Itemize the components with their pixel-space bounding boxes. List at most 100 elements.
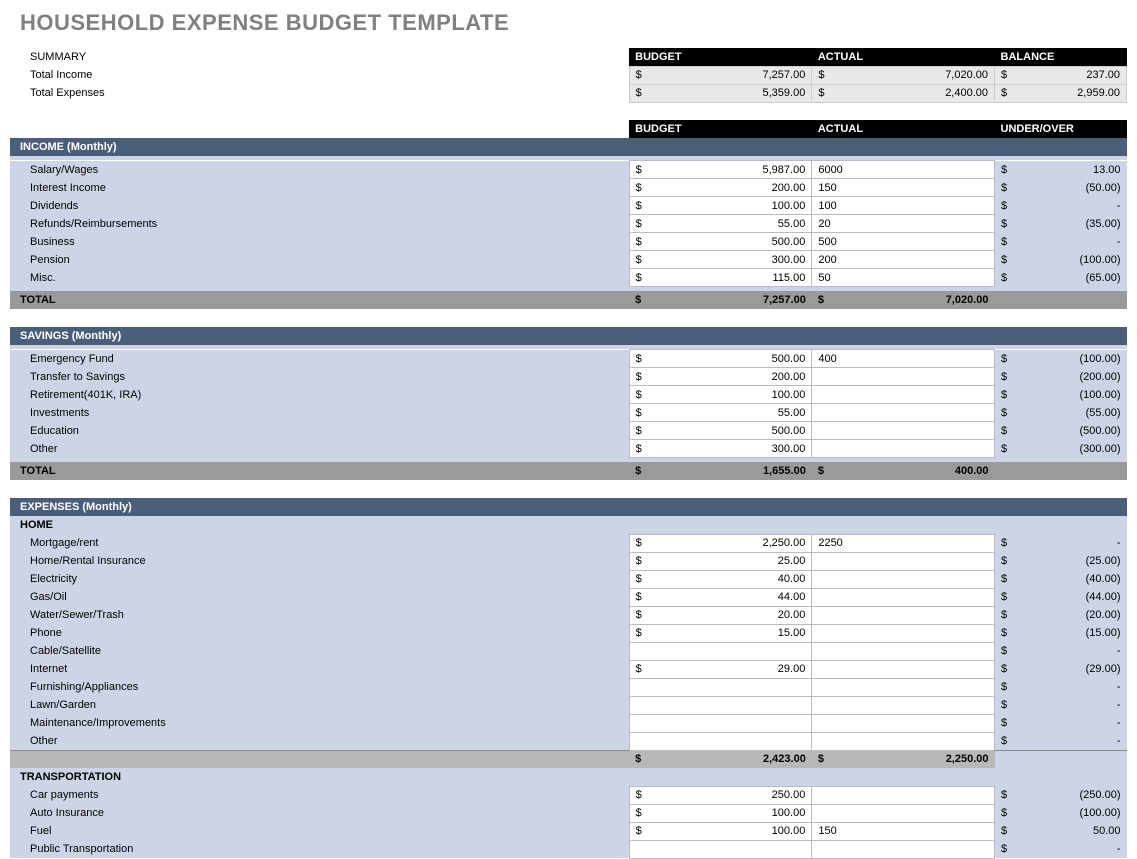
budget-cell[interactable]: $100.00	[629, 822, 812, 840]
budget-cell[interactable]: $2,250.00	[629, 534, 812, 552]
section-header: SAVINGS (Monthly)	[10, 327, 1127, 345]
row-label: Car payments	[10, 786, 629, 804]
underover-cell: $(25.00)	[995, 552, 1127, 570]
section-total-row: TOTAL $7,257.00 $7,020.00	[10, 291, 1127, 309]
actual-cell[interactable]	[812, 660, 995, 678]
actual-cell[interactable]	[812, 642, 995, 660]
budget-cell[interactable]: $200.00	[629, 368, 812, 386]
actual-cell[interactable]: 100	[812, 197, 995, 215]
underover-cell: $(20.00)	[995, 606, 1127, 624]
row-label: Emergency Fund	[10, 350, 629, 368]
actual-cell[interactable]	[812, 404, 995, 422]
summary-actual-cell[interactable]: $7,020.00	[812, 66, 995, 84]
budget-cell[interactable]: $100.00	[629, 197, 812, 215]
row-label: Internet	[10, 660, 629, 678]
underover-cell: $-	[995, 840, 1127, 858]
actual-cell[interactable]: 20	[812, 215, 995, 233]
budget-cell[interactable]: $15.00	[629, 624, 812, 642]
budget-cell[interactable]: $500.00	[629, 422, 812, 440]
actual-cell[interactable]: 400	[812, 350, 995, 368]
budget-cell[interactable]: $40.00	[629, 570, 812, 588]
budget-cell[interactable]: $25.00	[629, 552, 812, 570]
budget-cell[interactable]: $20.00	[629, 606, 812, 624]
budget-cell[interactable]: $250.00	[629, 786, 812, 804]
underover-cell: $(29.00)	[995, 660, 1127, 678]
actual-cell[interactable]	[812, 732, 995, 750]
underover-cell: $-	[995, 642, 1127, 660]
budget-cell[interactable]: $100.00	[629, 386, 812, 404]
budget-cell[interactable]: $500.00	[629, 233, 812, 251]
underover-cell: $-	[995, 696, 1127, 714]
actual-cell[interactable]	[812, 588, 995, 606]
budget-cell[interactable]	[629, 678, 812, 696]
actual-cell[interactable]: 150	[812, 822, 995, 840]
actual-cell[interactable]	[812, 386, 995, 404]
data-row: Education $500.00$(500.00)	[10, 422, 1127, 440]
budget-cell[interactable]: $44.00	[629, 588, 812, 606]
actual-cell[interactable]	[812, 696, 995, 714]
actual-cell[interactable]: 6000	[812, 161, 995, 179]
budget-cell[interactable]: $115.00	[629, 269, 812, 287]
budget-cell[interactable]: $100.00	[629, 804, 812, 822]
budget-cell[interactable]: $200.00	[629, 179, 812, 197]
underover-cell: $13.00	[995, 161, 1127, 179]
actual-cell[interactable]	[812, 368, 995, 386]
actual-cell[interactable]	[812, 606, 995, 624]
data-row: Other $300.00$(300.00)	[10, 440, 1127, 458]
underover-cell: $(40.00)	[995, 570, 1127, 588]
summary-budget-cell[interactable]: $5,359.00	[629, 84, 812, 102]
subsection-header: TRANSPORTATION	[10, 768, 1127, 786]
actual-cell[interactable]: 200	[812, 251, 995, 269]
actual-cell[interactable]: 2250	[812, 534, 995, 552]
summary-budget-cell[interactable]: $7,257.00	[629, 66, 812, 84]
row-label: Investments	[10, 404, 629, 422]
budget-cell[interactable]	[629, 714, 812, 732]
data-row: Misc. $115.0050$(65.00)	[10, 269, 1127, 287]
budget-cell[interactable]: $55.00	[629, 404, 812, 422]
underover-cell: $-	[995, 233, 1127, 251]
data-row: Investments $55.00$(55.00)	[10, 404, 1127, 422]
actual-cell[interactable]	[812, 678, 995, 696]
data-row: Auto Insurance $100.00$(100.00)	[10, 804, 1127, 822]
actual-cell[interactable]	[812, 422, 995, 440]
actual-cell[interactable]	[812, 624, 995, 642]
actual-cell[interactable]: 150	[812, 179, 995, 197]
actual-cell[interactable]	[812, 552, 995, 570]
actual-cell[interactable]	[812, 440, 995, 458]
underover-cell: $-	[995, 534, 1127, 552]
data-row: Electricity $40.00 $(40.00)	[10, 570, 1127, 588]
actual-cell[interactable]	[812, 714, 995, 732]
budget-cell[interactable]	[629, 696, 812, 714]
budget-cell[interactable]	[629, 840, 812, 858]
budget-cell[interactable]: $300.00	[629, 251, 812, 269]
data-row: Lawn/Garden $-	[10, 696, 1127, 714]
actual-cell[interactable]: 500	[812, 233, 995, 251]
actual-cell[interactable]	[812, 570, 995, 588]
budget-cell[interactable]: $55.00	[629, 215, 812, 233]
summary-balance-cell: $2,959.00	[995, 84, 1127, 102]
actual-cell[interactable]	[812, 804, 995, 822]
budget-cell[interactable]: $5,987.00	[629, 161, 812, 179]
actual-cell[interactable]: 50	[812, 269, 995, 287]
row-label: Auto Insurance	[10, 804, 629, 822]
row-label: Water/Sewer/Trash	[10, 606, 629, 624]
budget-cell[interactable]	[629, 642, 812, 660]
underover-cell: $-	[995, 678, 1127, 696]
summary-row-label: Total Income	[10, 66, 629, 84]
row-label: Transfer to Savings	[10, 368, 629, 386]
data-row: Pension $300.00200$(100.00)	[10, 251, 1127, 269]
row-label: Electricity	[10, 570, 629, 588]
actual-cell[interactable]	[812, 786, 995, 804]
budget-cell[interactable]: $500.00	[629, 350, 812, 368]
underover-cell: $-	[995, 714, 1127, 732]
budget-cell[interactable]	[629, 732, 812, 750]
row-label: Salary/Wages	[10, 161, 629, 179]
budget-cell[interactable]: $29.00	[629, 660, 812, 678]
col-header-underover: UNDER/OVER	[995, 120, 1127, 138]
row-label: Business	[10, 233, 629, 251]
actual-cell[interactable]	[812, 840, 995, 858]
summary-actual-cell[interactable]: $2,400.00	[812, 84, 995, 102]
budget-cell[interactable]: $300.00	[629, 440, 812, 458]
row-label: Cable/Satellite	[10, 642, 629, 660]
row-label: Other	[10, 440, 629, 458]
